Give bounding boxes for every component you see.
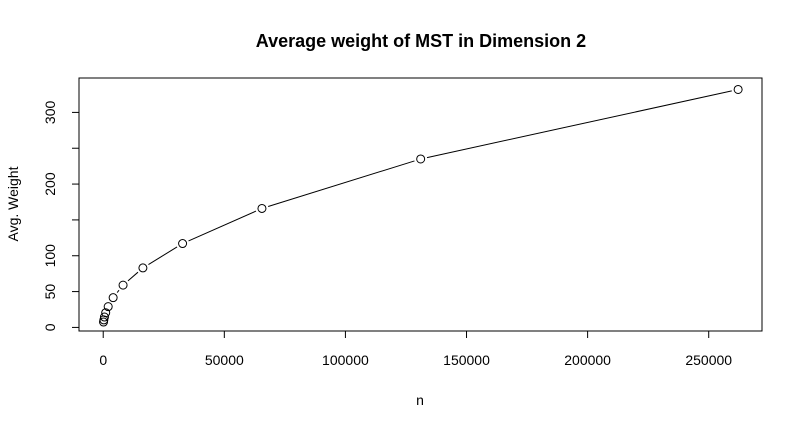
x-axis-label: n (416, 392, 424, 408)
y-axis: 0 50 100 200 300 (42, 101, 80, 331)
data-point (733, 84, 743, 94)
data-point (416, 154, 426, 164)
series-segment (188, 210, 257, 242)
data-point (101, 308, 111, 318)
plot-frame (78, 77, 763, 332)
data-point (103, 302, 113, 312)
x-axis: 0 50000 100000 150000 200000 250000 (99, 330, 732, 368)
series-segment (127, 271, 139, 282)
chart-title: Average weight of MST in Dimension 2 (256, 31, 586, 51)
data-points (99, 84, 743, 327)
data-point (118, 280, 128, 290)
y-tick-label: 0 (42, 323, 58, 331)
data-point (108, 293, 118, 303)
y-tick-label: 200 (42, 172, 58, 196)
data-point (138, 263, 148, 273)
series-segment (426, 90, 732, 159)
y-tick-label: 50 (42, 284, 58, 300)
y-axis-label: Avg. Weight (5, 166, 21, 241)
x-tick-label: 50000 (205, 352, 244, 368)
series-segment (116, 289, 120, 293)
series-segment (148, 246, 178, 265)
x-tick-label: 100000 (322, 352, 369, 368)
data-point (178, 239, 188, 249)
series-line (116, 90, 732, 293)
x-tick-label: 0 (99, 352, 107, 368)
data-point (99, 312, 109, 322)
data-point (257, 203, 267, 213)
x-tick-label: 250000 (685, 352, 732, 368)
y-tick-label: 300 (42, 101, 58, 125)
series-segment (268, 160, 415, 207)
x-tick-label: 200000 (564, 352, 611, 368)
x-tick-label: 150000 (443, 352, 490, 368)
y-tick-label: 100 (42, 244, 58, 268)
